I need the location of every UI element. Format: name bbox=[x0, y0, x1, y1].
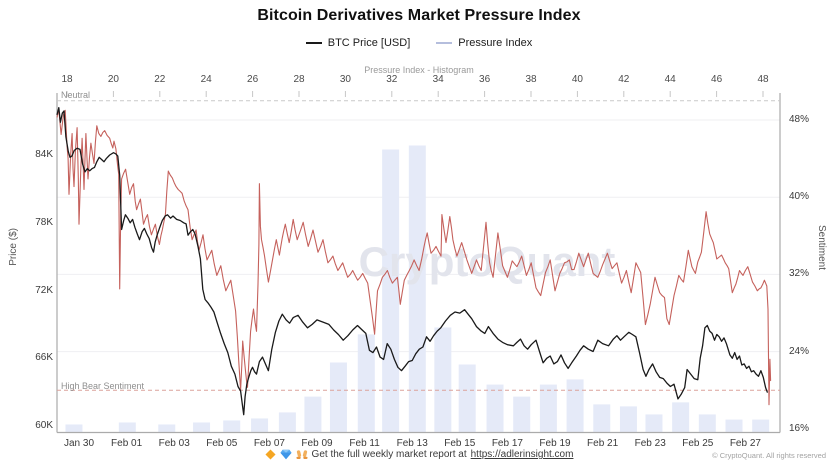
histogram-bar bbox=[434, 327, 452, 433]
date-axis-tick-label: Feb 25 bbox=[682, 438, 714, 449]
histogram-bar bbox=[486, 384, 504, 433]
price-axis-tick-label: 66K bbox=[35, 352, 53, 364]
price-axis-tick-label: 60K bbox=[35, 420, 53, 431]
histogram-bar bbox=[329, 362, 347, 433]
histogram-bar bbox=[408, 145, 426, 433]
price-axis-title: Price ($) bbox=[8, 228, 19, 266]
histogram-bar bbox=[752, 419, 770, 433]
histogram-bar bbox=[158, 424, 176, 433]
top-axis-tick-label: 20 bbox=[107, 74, 119, 85]
copyright: © CryptoQuant. All rights reserved bbox=[712, 451, 826, 460]
footer: Get the full weekly market report at htt… bbox=[0, 449, 838, 460]
top-axis-tick-label: 46 bbox=[711, 74, 723, 85]
date-axis-tick-label: Feb 17 bbox=[491, 438, 523, 449]
top-axis-tick-label: 32 bbox=[386, 74, 398, 85]
histogram-bar bbox=[698, 414, 716, 433]
histogram-bar bbox=[593, 404, 611, 433]
date-axis-tick-label: Feb 23 bbox=[634, 438, 666, 449]
histogram-bar bbox=[672, 402, 690, 433]
date-axis-tick-label: Jan 30 bbox=[63, 438, 95, 449]
legend-label-btc-price: BTC Price [USD] bbox=[327, 37, 411, 49]
histogram-bar bbox=[251, 418, 269, 433]
legend-label-pressure-index: Pressure Index bbox=[458, 37, 533, 49]
top-axis-tick-label: 30 bbox=[339, 74, 351, 85]
histogram-bar bbox=[304, 396, 322, 433]
date-axis-tick-label: Feb 05 bbox=[206, 438, 238, 449]
histogram-bar bbox=[513, 396, 531, 433]
histogram-bar bbox=[223, 420, 241, 433]
sentiment-axis-tick-label: 32% bbox=[789, 268, 810, 280]
date-axis-tick-label: Feb 21 bbox=[587, 438, 619, 449]
top-axis-tick-label: 24 bbox=[200, 74, 212, 85]
price-axis-tick-label: 78K bbox=[35, 216, 53, 228]
date-axis-tick-label: Feb 09 bbox=[301, 438, 333, 449]
sentiment-axis-tick-label: 16% bbox=[789, 422, 810, 434]
high-bear-annotation: High Bear Sentiment bbox=[61, 381, 145, 391]
histogram-bar bbox=[619, 406, 637, 433]
date-axis-tick-label: Feb 01 bbox=[111, 438, 143, 449]
top-axis-tick-label: 28 bbox=[293, 74, 305, 85]
sentiment-axis-tick-label: 24% bbox=[789, 345, 810, 357]
btc-price-line-swatch bbox=[305, 42, 322, 44]
top-axis-tick-label: 48 bbox=[757, 74, 769, 85]
legend-item-btc-price[interactable]: BTC Price [USD] bbox=[305, 37, 411, 49]
date-axis-tick-label: Feb 07 bbox=[253, 438, 285, 449]
histogram-bar bbox=[539, 384, 557, 433]
date-axis-tick-label: Feb 19 bbox=[539, 438, 571, 449]
histogram-bar bbox=[118, 422, 136, 433]
footer-link[interactable]: https://adlerinsight.com bbox=[470, 449, 574, 460]
gem-icon bbox=[279, 449, 292, 460]
footer-text: Get the full weekly market report at bbox=[311, 449, 467, 460]
pressure-index-line bbox=[56, 108, 772, 406]
histogram-axis-title: Pressure Index - Histogram bbox=[364, 65, 474, 75]
chart-title: Bitcoin Derivatives Market Pressure Inde… bbox=[257, 7, 581, 24]
histogram-bar bbox=[193, 422, 211, 433]
sentiment-axis-tick-label: 48% bbox=[789, 114, 810, 125]
top-axis-tick-label: 42 bbox=[618, 74, 630, 85]
histogram-bar bbox=[278, 412, 296, 433]
top-axis-tick-label: 44 bbox=[664, 74, 676, 85]
date-axis-tick-label: Feb 13 bbox=[396, 438, 428, 449]
price-axis-tick-label: 72K bbox=[35, 284, 53, 296]
btc-price-line bbox=[56, 106, 768, 416]
top-axis-tick-label: 26 bbox=[247, 74, 259, 85]
date-axis-tick-label: Feb 27 bbox=[729, 438, 761, 449]
histogram-bar bbox=[357, 334, 375, 433]
diamond-icon bbox=[265, 449, 276, 460]
legend: BTC Price [USD] Pressure Index bbox=[0, 37, 838, 49]
neutral-annotation: Neutral bbox=[61, 90, 91, 100]
date-axis-tick-label: Feb 15 bbox=[444, 438, 476, 449]
histogram-bar bbox=[566, 379, 584, 433]
histogram-bar bbox=[458, 364, 476, 433]
histogram-bar bbox=[65, 424, 83, 433]
date-axis-tick-label: Feb 11 bbox=[349, 438, 380, 449]
histogram-bar bbox=[725, 419, 743, 433]
histogram-bar bbox=[645, 414, 663, 433]
sentiment-axis-tick-label: 40% bbox=[789, 191, 810, 203]
top-axis-tick-label: 38 bbox=[525, 74, 537, 85]
date-axis-tick-label: Feb 03 bbox=[158, 438, 190, 449]
pressure-index-line-swatch bbox=[436, 42, 453, 44]
watermark: CryptoQuant bbox=[359, 238, 616, 285]
top-axis-tick-label: 18 bbox=[61, 74, 73, 85]
raised-hands-icon bbox=[295, 449, 308, 460]
legend-item-pressure-index[interactable]: Pressure Index bbox=[436, 37, 532, 49]
sentiment-axis-title: Sentiment bbox=[816, 225, 827, 271]
price-axis-tick-label: 84K bbox=[35, 149, 53, 160]
top-axis-tick-label: 22 bbox=[154, 74, 166, 85]
top-axis-tick-label: 40 bbox=[571, 74, 583, 85]
top-axis-tick-label: 34 bbox=[432, 74, 444, 85]
top-axis-tick-label: 36 bbox=[479, 74, 491, 85]
